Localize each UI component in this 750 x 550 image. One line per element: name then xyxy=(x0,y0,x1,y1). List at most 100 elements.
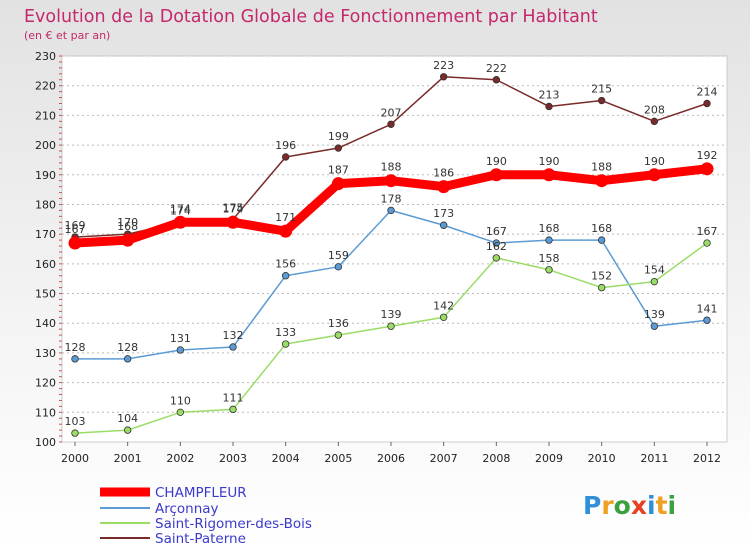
y-tick-label: 120 xyxy=(35,377,56,390)
data-label: 142 xyxy=(433,299,454,312)
data-point xyxy=(597,96,606,105)
legend-label: CHAMPFLEUR xyxy=(155,485,247,501)
data-label: 223 xyxy=(433,59,454,72)
y-tick-label: 170 xyxy=(35,228,56,241)
y-tick-label: 200 xyxy=(35,139,56,152)
data-label: 167 xyxy=(697,225,718,238)
data-label: 215 xyxy=(591,83,612,96)
data-point xyxy=(334,263,343,271)
chart-subtitle: (en € et par an) xyxy=(24,29,110,42)
x-tick-label: 2012 xyxy=(693,452,721,465)
data-label: 139 xyxy=(644,308,665,321)
axes: 100 110 120 130 140 150 160 170 180 190 200 210 220 2… xyxy=(35,50,721,465)
data-label: 174 xyxy=(223,202,244,215)
x-tick-label: 2010 xyxy=(588,452,616,465)
data-point xyxy=(387,206,395,215)
chart-title: Evolution de la Dotation Globale de Fonc… xyxy=(24,7,598,27)
data-point xyxy=(279,224,293,238)
data-point xyxy=(545,236,553,244)
x-tick-label: 2004 xyxy=(272,452,300,465)
data-label: 173 xyxy=(433,207,454,220)
data-label: 192 xyxy=(697,149,718,162)
data-point xyxy=(384,174,398,188)
data-label: 196 xyxy=(275,139,296,152)
data-label: 167 xyxy=(486,225,507,238)
data-point xyxy=(71,429,79,437)
data-label: 103 xyxy=(65,415,86,428)
data-label: 199 xyxy=(328,130,349,143)
logo-letter: t xyxy=(656,491,668,520)
y-tick-label: 230 xyxy=(35,50,56,63)
data-point xyxy=(545,102,553,111)
logo-letter: i xyxy=(668,491,677,520)
data-label: 170 xyxy=(117,216,138,229)
data-label: 214 xyxy=(697,86,718,99)
data-point xyxy=(334,331,343,339)
data-label: 136 xyxy=(328,317,349,330)
data-label: 174 xyxy=(170,202,191,215)
data-point xyxy=(173,215,187,229)
y-tick-label: 130 xyxy=(35,347,56,360)
data-point xyxy=(439,313,448,321)
data-point xyxy=(229,405,237,414)
data-point xyxy=(439,221,448,229)
data-point xyxy=(492,254,501,262)
data-label: 111 xyxy=(223,391,244,404)
data-label: 208 xyxy=(644,103,665,116)
y-tick-label: 100 xyxy=(35,436,56,449)
data-label: 139 xyxy=(381,308,402,321)
x-tick-label: 2008 xyxy=(482,452,510,465)
data-point xyxy=(281,340,290,348)
x-tick-label: 2003 xyxy=(219,452,247,465)
logo-letter: r xyxy=(601,491,614,520)
legend: CHAMPFLEURArçonnaySaint-Rigomer-des-Bois… xyxy=(100,485,312,547)
data-point xyxy=(68,236,82,250)
data-point xyxy=(387,322,395,330)
data-point xyxy=(176,346,185,354)
y-tick-label: 160 xyxy=(35,258,56,271)
data-label: 131 xyxy=(170,332,191,345)
data-label: 168 xyxy=(591,222,612,235)
data-point xyxy=(703,316,711,324)
x-tick-label: 2006 xyxy=(377,452,405,465)
logo-letter: i xyxy=(647,491,656,520)
data-label: 190 xyxy=(539,155,560,168)
data-label: 128 xyxy=(65,341,86,354)
data-point xyxy=(542,168,556,182)
data-label: 141 xyxy=(697,302,718,315)
data-point xyxy=(492,239,501,247)
data-point xyxy=(650,117,659,126)
data-label: 132 xyxy=(223,329,244,342)
logo-letter: P xyxy=(583,491,601,520)
data-point xyxy=(597,236,606,244)
x-tick-label: 2009 xyxy=(535,452,563,465)
data-label: 133 xyxy=(275,326,296,339)
data-point xyxy=(121,233,135,247)
data-label: 174 xyxy=(170,204,191,217)
legend-label: Saint-Rigomer-des-Bois xyxy=(155,516,312,532)
data-point xyxy=(545,266,553,274)
data-point xyxy=(437,180,451,194)
data-point xyxy=(229,343,237,351)
data-point xyxy=(331,177,345,191)
data-point xyxy=(226,215,240,229)
y-tick-label: 190 xyxy=(35,169,56,182)
proxiti-logo: Proxiti xyxy=(583,491,676,520)
data-point xyxy=(439,73,448,81)
x-tick-label: 2002 xyxy=(166,452,194,465)
data-label: 110 xyxy=(170,394,191,407)
data-label: 187 xyxy=(328,164,349,177)
data-label: 188 xyxy=(591,161,612,174)
grid-lines xyxy=(62,55,727,413)
data-label: 190 xyxy=(644,155,665,168)
data-label: 158 xyxy=(539,252,560,265)
x-tick-label: 2007 xyxy=(430,452,458,465)
data-label: 168 xyxy=(539,222,560,235)
data-label: 190 xyxy=(486,155,507,168)
data-point xyxy=(595,174,609,188)
data-label: 168 xyxy=(117,220,138,233)
y-tick-label: 140 xyxy=(35,317,56,330)
data-labels: 128 128 131 132 156 159 178 173 167 168 168 139 141 1… xyxy=(65,59,718,428)
data-label: 159 xyxy=(328,249,349,262)
